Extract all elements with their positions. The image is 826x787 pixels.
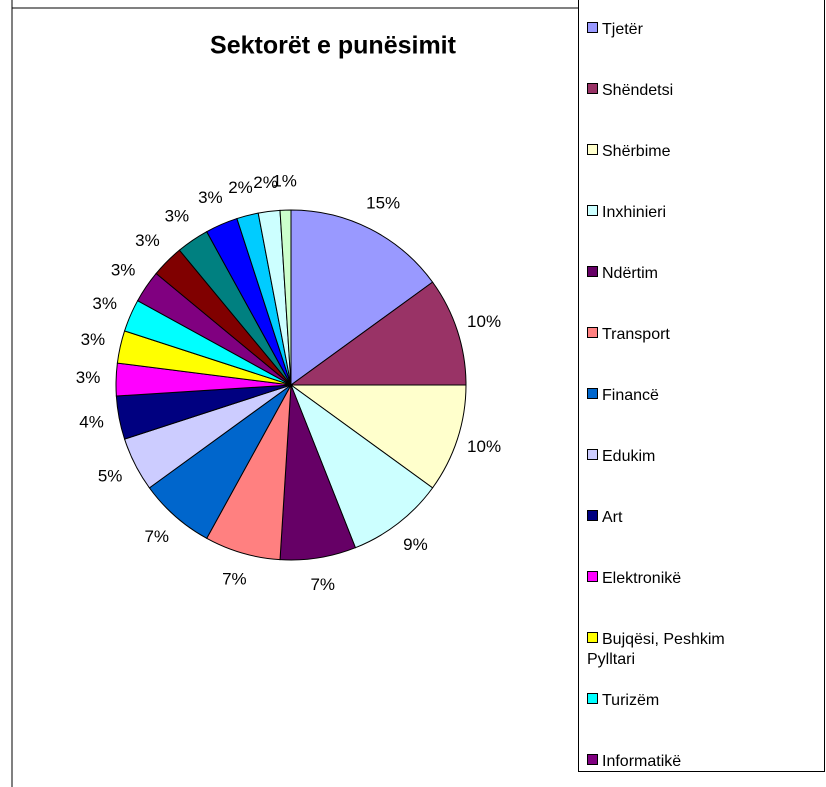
data-label: 10% bbox=[467, 312, 501, 331]
data-label: 3% bbox=[111, 260, 136, 279]
legend-label: Bujqësi, Peshkim Pylltari bbox=[587, 631, 725, 668]
legend-label: Shërbime bbox=[602, 143, 671, 160]
pie-slice bbox=[289, 384, 467, 489]
legend-item: Tjetër bbox=[587, 20, 787, 40]
data-label: 3% bbox=[92, 294, 117, 313]
legend-swatch bbox=[587, 571, 598, 582]
data-label: 3% bbox=[135, 231, 160, 250]
legend-label: Ndërtim bbox=[602, 265, 659, 282]
legend-item: Financë bbox=[587, 386, 787, 406]
legend-label: Elektronikë bbox=[602, 570, 682, 587]
data-label: 4% bbox=[79, 413, 104, 432]
pie-slice bbox=[290, 209, 434, 386]
legend-label: Art bbox=[602, 509, 623, 526]
legend-label: Edukim bbox=[602, 448, 656, 465]
data-label: 7% bbox=[144, 527, 169, 546]
legend-swatch bbox=[587, 632, 598, 643]
data-label: 7% bbox=[310, 575, 335, 594]
legend-swatch bbox=[587, 754, 598, 765]
legend-item: Bujqësi, Peshkim Pylltari bbox=[587, 630, 767, 670]
data-label: 9% bbox=[403, 535, 428, 554]
legend-label: Tjetër bbox=[602, 21, 643, 38]
legend-item: Elektronikë bbox=[587, 569, 787, 589]
legend-label: Informatikë bbox=[602, 753, 682, 770]
legend-item: Inxhinieri bbox=[587, 203, 787, 223]
data-label: 15% bbox=[366, 194, 400, 213]
legend-swatch bbox=[587, 22, 598, 33]
legend-item: Edukim bbox=[587, 447, 787, 467]
data-label: 2% bbox=[228, 178, 253, 197]
legend-item: Art bbox=[587, 508, 787, 528]
data-label: 7% bbox=[222, 569, 247, 588]
data-label: 5% bbox=[98, 467, 123, 486]
legend-swatch bbox=[587, 449, 598, 460]
legend-swatch bbox=[587, 266, 598, 277]
legend-swatch bbox=[587, 83, 598, 94]
legend-label: Financë bbox=[602, 387, 659, 404]
legend-item: Turizëm bbox=[587, 691, 787, 711]
legend-swatch bbox=[587, 144, 598, 155]
legend-swatch bbox=[587, 510, 598, 521]
data-label: 1% bbox=[272, 172, 297, 191]
legend-label: Transport bbox=[602, 326, 670, 343]
pie-slice bbox=[279, 209, 292, 386]
legend-label: Shëndetsi bbox=[602, 82, 674, 99]
chart-title: Sektorët e punësimit bbox=[210, 32, 457, 60]
legend-label: Inxhinieri bbox=[602, 204, 667, 221]
data-label: 3% bbox=[81, 330, 106, 349]
legend-label: Turizëm bbox=[602, 692, 660, 709]
pie: 15%10%10%9%7%7%7%5%4%3%3%3%3%3%3%3%2% 2%1… bbox=[76, 172, 501, 594]
legend-item: Ndërtim bbox=[587, 264, 787, 284]
legend-swatch bbox=[587, 327, 598, 338]
legend-swatch bbox=[587, 693, 598, 704]
legend-item: Transport bbox=[587, 325, 787, 345]
data-label: 3% bbox=[198, 188, 223, 207]
pie-slice bbox=[289, 383, 434, 549]
legend-swatch bbox=[587, 205, 598, 216]
legend-swatch bbox=[587, 388, 598, 399]
legend: Tjetër Shëndetsi Shërbime Inxhinieri Ndërtim… bbox=[578, 0, 825, 772]
data-label: 3% bbox=[165, 207, 190, 226]
legend-item: Shërbime bbox=[587, 142, 787, 162]
legend-item: Shëndetsi bbox=[587, 81, 787, 101]
legend-item: Informatikë bbox=[587, 752, 787, 772]
data-label: 10% bbox=[467, 437, 501, 456]
pie-slice bbox=[289, 281, 467, 386]
data-label: 3% bbox=[76, 368, 101, 387]
data-label: 2% bbox=[253, 173, 278, 192]
